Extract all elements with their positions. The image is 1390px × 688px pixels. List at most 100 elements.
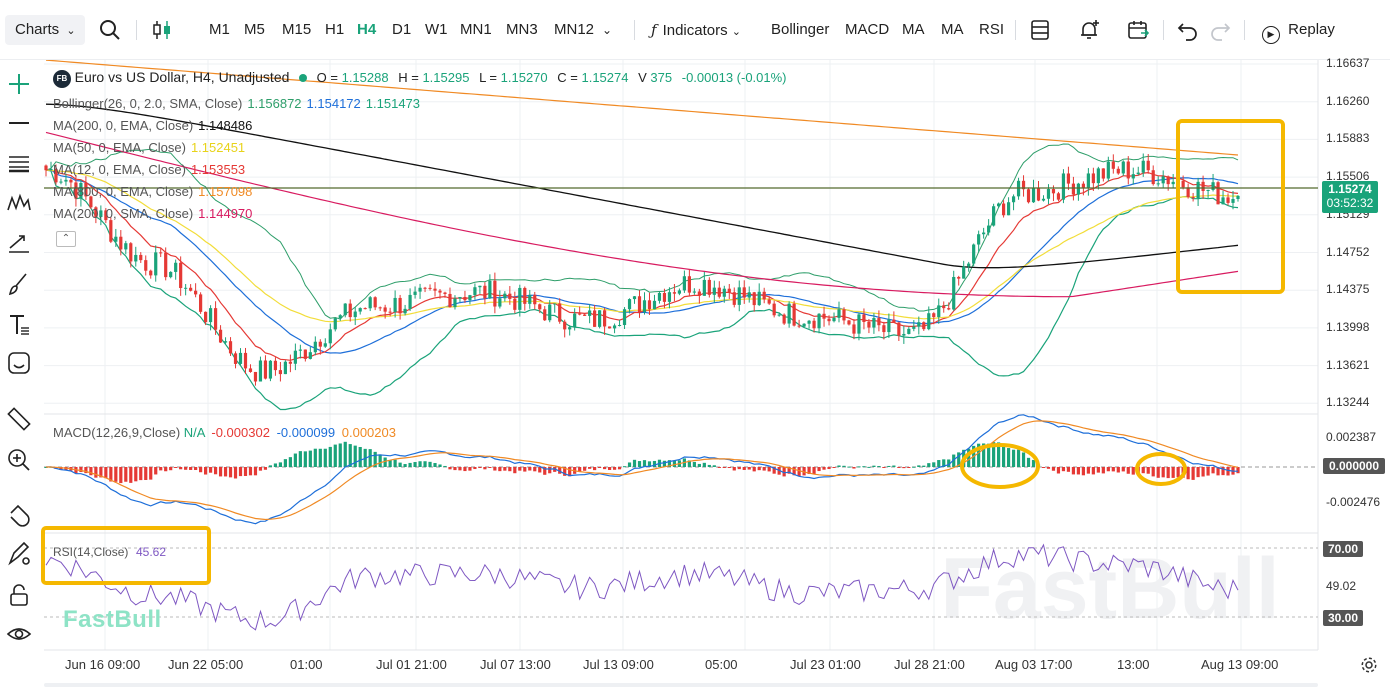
macd-bar: [174, 467, 178, 468]
macd-bar: [79, 467, 83, 473]
chevron-down-icon[interactable]: ⌄: [602, 23, 613, 37]
candle: [802, 323, 806, 328]
eye-icon[interactable]: [6, 621, 32, 647]
indicator-legend-row[interactable]: MA(200, 0, SMA, Close) 1.144970: [53, 206, 252, 221]
pattern-icon[interactable]: [6, 190, 32, 216]
macd-bar: [942, 459, 946, 467]
macd-bar: [697, 463, 701, 467]
macd-bar: [662, 460, 667, 467]
collapse-legend-button[interactable]: ⌃: [56, 231, 76, 247]
macd-bar: [1076, 467, 1081, 475]
replay-button[interactable]: ▶ Replay: [1262, 18, 1335, 44]
alert-bell-icon[interactable]: [1077, 18, 1101, 42]
macd-bar: [273, 463, 278, 467]
bottom-scrollbar[interactable]: [44, 683, 1318, 687]
candle: [588, 304, 592, 324]
parallel-lines-icon[interactable]: [6, 150, 32, 176]
redo-icon[interactable]: [1208, 18, 1232, 42]
macd-bar: [757, 467, 761, 471]
ruler-icon[interactable]: [6, 406, 32, 432]
candle: [213, 301, 218, 335]
crosshair-icon[interactable]: [6, 71, 32, 97]
timeframe-h4[interactable]: H4: [357, 21, 377, 38]
candle: [967, 261, 971, 272]
layout-icon[interactable]: [1028, 18, 1052, 42]
macd-bar: [1031, 459, 1036, 467]
macd-bar: [922, 465, 926, 467]
bollinger-lower: [45, 169, 1239, 411]
candle: [159, 247, 163, 258]
settings-gear-icon[interactable]: [1360, 656, 1378, 674]
macd-bar: [129, 467, 133, 483]
macd-bar: [882, 467, 886, 468]
timeframe-d1[interactable]: D1: [392, 21, 412, 38]
candle: [408, 288, 412, 312]
macd-bar: [767, 467, 771, 472]
zoom-in-icon[interactable]: [6, 447, 32, 473]
charts-menu-button[interactable]: Charts ⌄: [5, 15, 85, 45]
candle: [548, 300, 552, 323]
timeframe-m1[interactable]: M1: [209, 21, 230, 38]
macd-bar: [1106, 467, 1110, 472]
candle: [398, 294, 402, 320]
undo-icon[interactable]: [1176, 18, 1200, 42]
emoji-icon[interactable]: [6, 350, 32, 376]
candle: [602, 307, 607, 335]
lock-icon[interactable]: [6, 582, 32, 608]
ma-200-sma: [45, 131, 1239, 298]
draw-mode-icon[interactable]: [6, 541, 32, 567]
timeframe-mn3[interactable]: MN3: [506, 21, 538, 38]
price-axis-label: 1.16260: [1326, 93, 1370, 108]
quick-indicator-macd[interactable]: MACD: [845, 21, 890, 38]
quick-indicator-rsi[interactable]: RSI: [979, 21, 1005, 38]
candle: [388, 307, 392, 317]
timeframe-h1[interactable]: H1: [325, 21, 345, 38]
brush-icon[interactable]: [6, 271, 32, 297]
macd-zero-tag: 0.000000: [1323, 458, 1385, 474]
macd-bar: [847, 466, 851, 468]
watermark-large: FastBull: [940, 541, 1279, 637]
symbol-title: Euro vs US Dollar, H4, Unadjusted: [74, 69, 290, 85]
search-icon[interactable]: [98, 18, 122, 42]
timeframe-m5[interactable]: M5: [244, 21, 265, 38]
timeframe-mn1[interactable]: MN1: [460, 21, 492, 38]
quick-indicator-ma[interactable]: MA: [902, 21, 925, 38]
macd-bar: [1001, 446, 1006, 467]
macd-axis-label: 0.002387: [1326, 430, 1377, 444]
indicator-legend-row[interactable]: MA(50, 0, EMA, Close) 1.152451: [53, 140, 245, 155]
trend-arrow-icon[interactable]: [6, 230, 32, 256]
timeframe-w1[interactable]: W1: [425, 21, 448, 38]
timeframe-mn12[interactable]: MN12: [554, 21, 595, 38]
magnet-icon[interactable]: [6, 501, 32, 527]
indicator-legend-row[interactable]: Bollinger(26, 0, 2.0, SMA, Close) 1.15687…: [53, 96, 420, 111]
indicator-legend-row[interactable]: MA(200, 0, EMA, Close) 1.148486: [53, 118, 252, 133]
text-tool-icon[interactable]: [6, 312, 32, 338]
candle: [109, 217, 113, 244]
candle: [313, 336, 317, 356]
calendar-icon[interactable]: [1126, 18, 1150, 42]
candlestick-type-icon[interactable]: [150, 18, 174, 42]
macd-bar: [388, 460, 392, 467]
candle: [1026, 187, 1031, 204]
timeframe-m15[interactable]: M15: [282, 21, 312, 38]
macd-bar: [598, 467, 602, 468]
candle: [1106, 156, 1110, 182]
horizontal-line-icon[interactable]: [6, 110, 32, 136]
macd-bar: [937, 460, 941, 467]
indicator-legend-row[interactable]: MA(12, 0, EMA, Close) 1.153553: [53, 162, 245, 177]
volume-label: V: [638, 70, 647, 85]
macd-bar: [528, 467, 532, 471]
candle: [154, 245, 158, 282]
macd-bar: [538, 467, 542, 473]
macd-bar: [997, 442, 1001, 467]
macd-bar: [602, 467, 607, 470]
candle: [687, 269, 691, 296]
quick-indicator-ma[interactable]: MA: [941, 21, 964, 38]
indicators-button[interactable]: ƒ Indicators ⌄: [651, 18, 741, 42]
quick-indicator-bollinger[interactable]: Bollinger: [771, 21, 830, 38]
candle: [174, 259, 178, 280]
candle: [867, 318, 871, 334]
macd-bar: [243, 467, 248, 476]
indicator-legend-row[interactable]: MA(800, 0, EMA, Close) 1.157098: [53, 184, 252, 199]
